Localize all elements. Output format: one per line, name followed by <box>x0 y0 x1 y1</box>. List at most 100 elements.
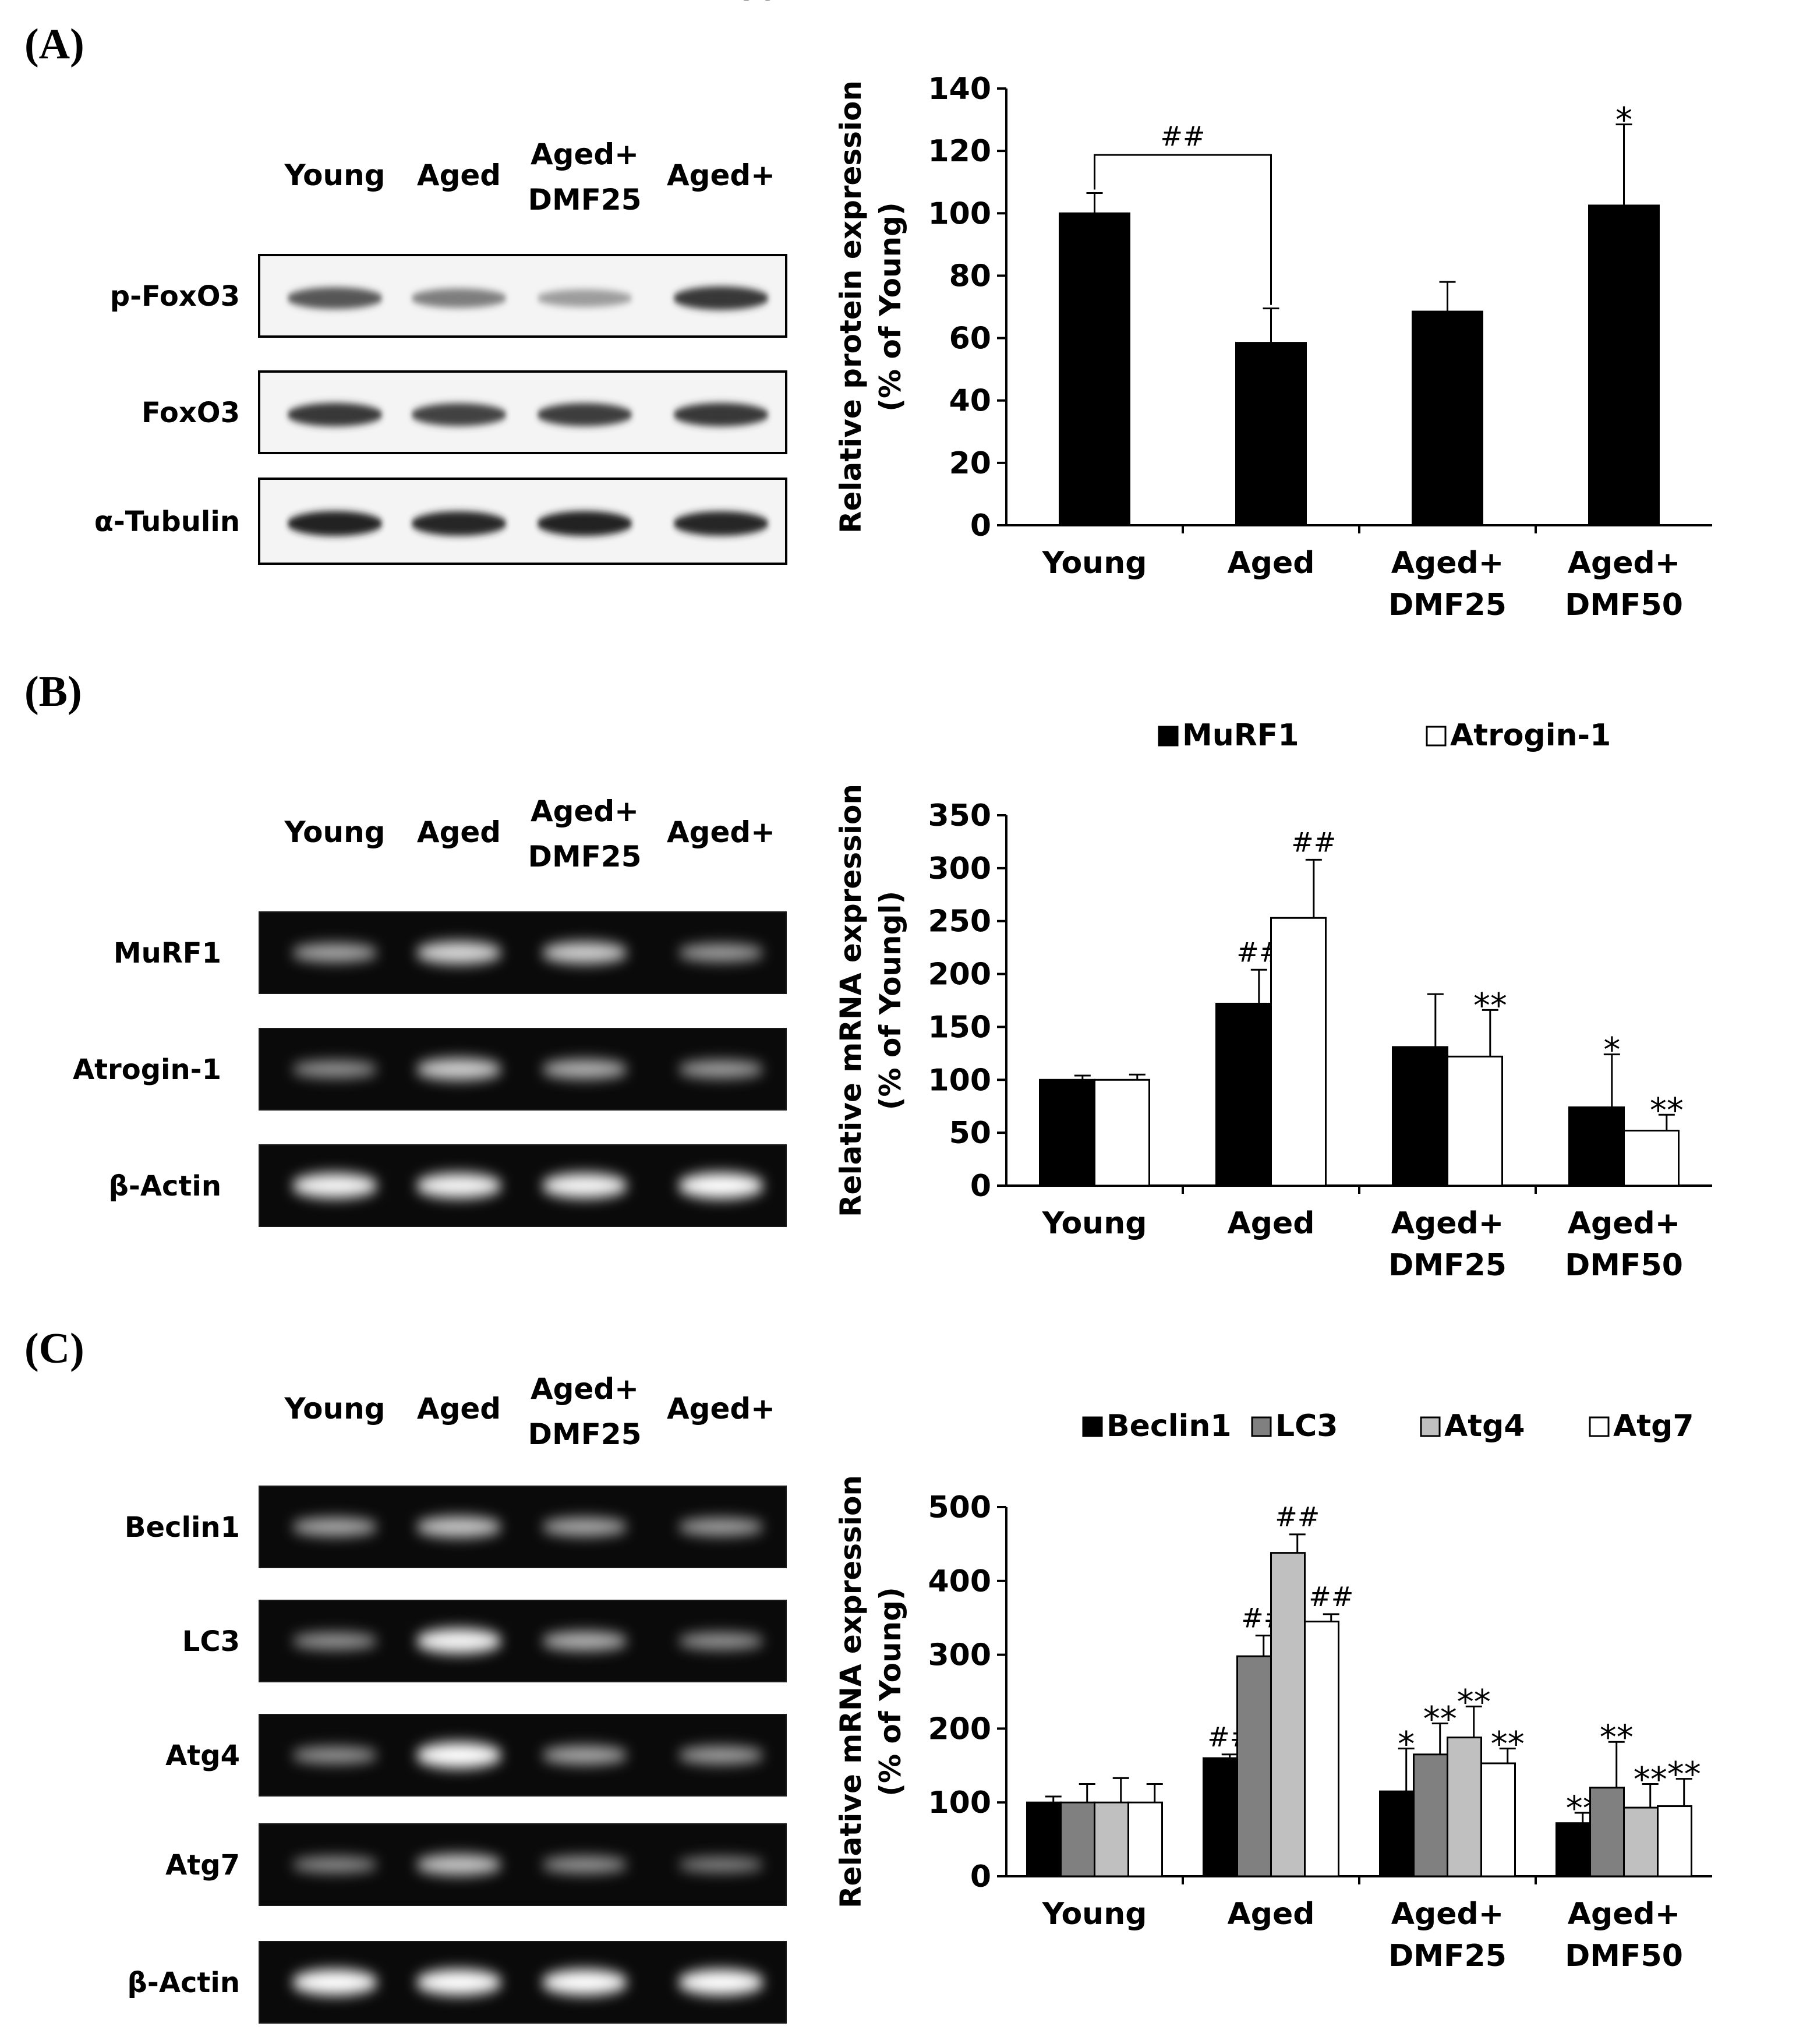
legend-label: Atg7 <box>1613 1409 1694 1444</box>
band <box>292 1173 378 1198</box>
band <box>673 511 769 536</box>
x-tick-label: DMF25 <box>1388 588 1507 623</box>
significance-mark: ** <box>1634 1760 1667 1799</box>
legend-label: LC3 <box>1275 1409 1338 1444</box>
y-tick-label: 300 <box>928 851 991 886</box>
significance-mark: ## <box>1275 1501 1320 1533</box>
band <box>416 1742 502 1768</box>
bar <box>1059 212 1130 526</box>
y-tick-label: 200 <box>928 1711 991 1746</box>
lane-label: DMF50 <box>664 0 778 7</box>
y-tick-label: 150 <box>928 1010 991 1045</box>
x-tick-label: DMF50 <box>1565 1939 1683 1974</box>
bar <box>1094 1078 1150 1187</box>
x-tick-label: DMF25 <box>1388 1939 1507 1974</box>
bar <box>1060 1801 1095 1877</box>
y-tick-label: 500 <box>928 1490 991 1525</box>
y-tick-label: 200 <box>928 957 991 992</box>
bar <box>1235 342 1307 526</box>
blot-row-label: LC3 <box>182 1625 240 1658</box>
bar <box>1270 1552 1306 1877</box>
band <box>678 1518 764 1536</box>
lane-label: Young <box>284 815 386 849</box>
band <box>678 1632 764 1650</box>
band <box>292 943 378 962</box>
y-tick-label: 20 <box>949 446 991 481</box>
x-tick-label: Young <box>1042 1206 1147 1241</box>
x-tick-label: Aged+ <box>1568 1897 1681 1932</box>
y-tick-label: 100 <box>928 1063 991 1098</box>
lane-label: DMF25 <box>528 183 642 217</box>
x-tick-label: Aged <box>1228 546 1315 581</box>
blot-row-label: Atg4 <box>165 1739 240 1772</box>
x-tick-label: Aged+ <box>1391 1897 1504 1932</box>
y-axis-label: Relative protein expression <box>834 80 868 533</box>
significance-mark: ** <box>1650 1090 1684 1130</box>
y-tick-label: 400 <box>928 1564 991 1599</box>
band <box>542 1059 628 1079</box>
band <box>537 403 632 426</box>
significance-mark: * <box>1615 100 1632 140</box>
band <box>287 287 383 309</box>
x-tick-label: Young <box>1042 546 1147 581</box>
bar <box>1623 1130 1680 1187</box>
blot-row-label: FoxO3 <box>142 397 240 429</box>
bar <box>1447 1737 1482 1877</box>
band <box>542 1969 628 1995</box>
band <box>673 286 769 310</box>
blot-row-label: Atrogin-1 <box>73 1053 221 1086</box>
bar <box>1657 1805 1692 1877</box>
band <box>411 288 507 308</box>
band <box>416 1516 502 1537</box>
band <box>292 1969 378 1995</box>
y-tick-label: 350 <box>928 798 991 833</box>
x-tick-label: Aged+ <box>1568 546 1681 581</box>
lane-label: Aged <box>417 815 501 849</box>
lane-label: DMF50 <box>664 0 778 7</box>
band <box>542 1856 628 1873</box>
lane-label: Aged+ <box>667 158 775 192</box>
band <box>416 1854 502 1875</box>
band <box>678 1746 764 1764</box>
bar <box>1203 1757 1238 1877</box>
bar <box>1555 1822 1591 1877</box>
panel-label-C: (C) <box>24 1325 84 1373</box>
legend-label: MuRF1 <box>1182 718 1299 753</box>
y-axis-label: (% of Young) <box>874 1587 907 1797</box>
band <box>678 944 764 961</box>
y-tick-label: 100 <box>928 196 991 231</box>
band <box>542 1518 628 1536</box>
blot-row-label: MuRF1 <box>114 937 221 970</box>
band <box>542 1746 628 1764</box>
y-tick-label: 50 <box>949 1116 991 1151</box>
blot-row-label: Atg7 <box>165 1849 240 1882</box>
x-tick-label: Aged <box>1228 1206 1315 1241</box>
lane-label: Aged+ <box>667 815 775 849</box>
blot-row-label: p-FoxO3 <box>110 280 240 313</box>
bar <box>1304 1621 1339 1877</box>
band <box>678 1857 764 1872</box>
x-tick-label: DMF25 <box>1388 1248 1507 1283</box>
bar <box>1589 1787 1625 1877</box>
x-tick-label: Aged <box>1228 1897 1315 1932</box>
x-tick-label: DMF50 <box>1565 1248 1683 1283</box>
y-tick-label: 100 <box>928 1785 991 1820</box>
band <box>678 1173 764 1198</box>
y-tick-label: 140 <box>928 72 991 107</box>
legend-label: Atg4 <box>1444 1409 1525 1444</box>
band <box>292 1746 378 1764</box>
legend-swatch <box>1589 1416 1610 1437</box>
significance-mark: ** <box>1491 1724 1525 1764</box>
lane-label: Aged+ <box>531 1372 639 1406</box>
legend-swatch <box>1420 1416 1441 1437</box>
y-tick-label: 80 <box>949 259 991 293</box>
significance-mark: * <box>1603 1030 1620 1070</box>
bar <box>1379 1790 1415 1877</box>
y-tick-label: 40 <box>949 384 991 419</box>
significance-mark: ## <box>1309 1581 1353 1612</box>
bar <box>1039 1078 1095 1187</box>
bar <box>1236 1655 1272 1877</box>
y-axis-label: (% of Youngl) <box>874 891 907 1111</box>
band <box>287 402 383 427</box>
